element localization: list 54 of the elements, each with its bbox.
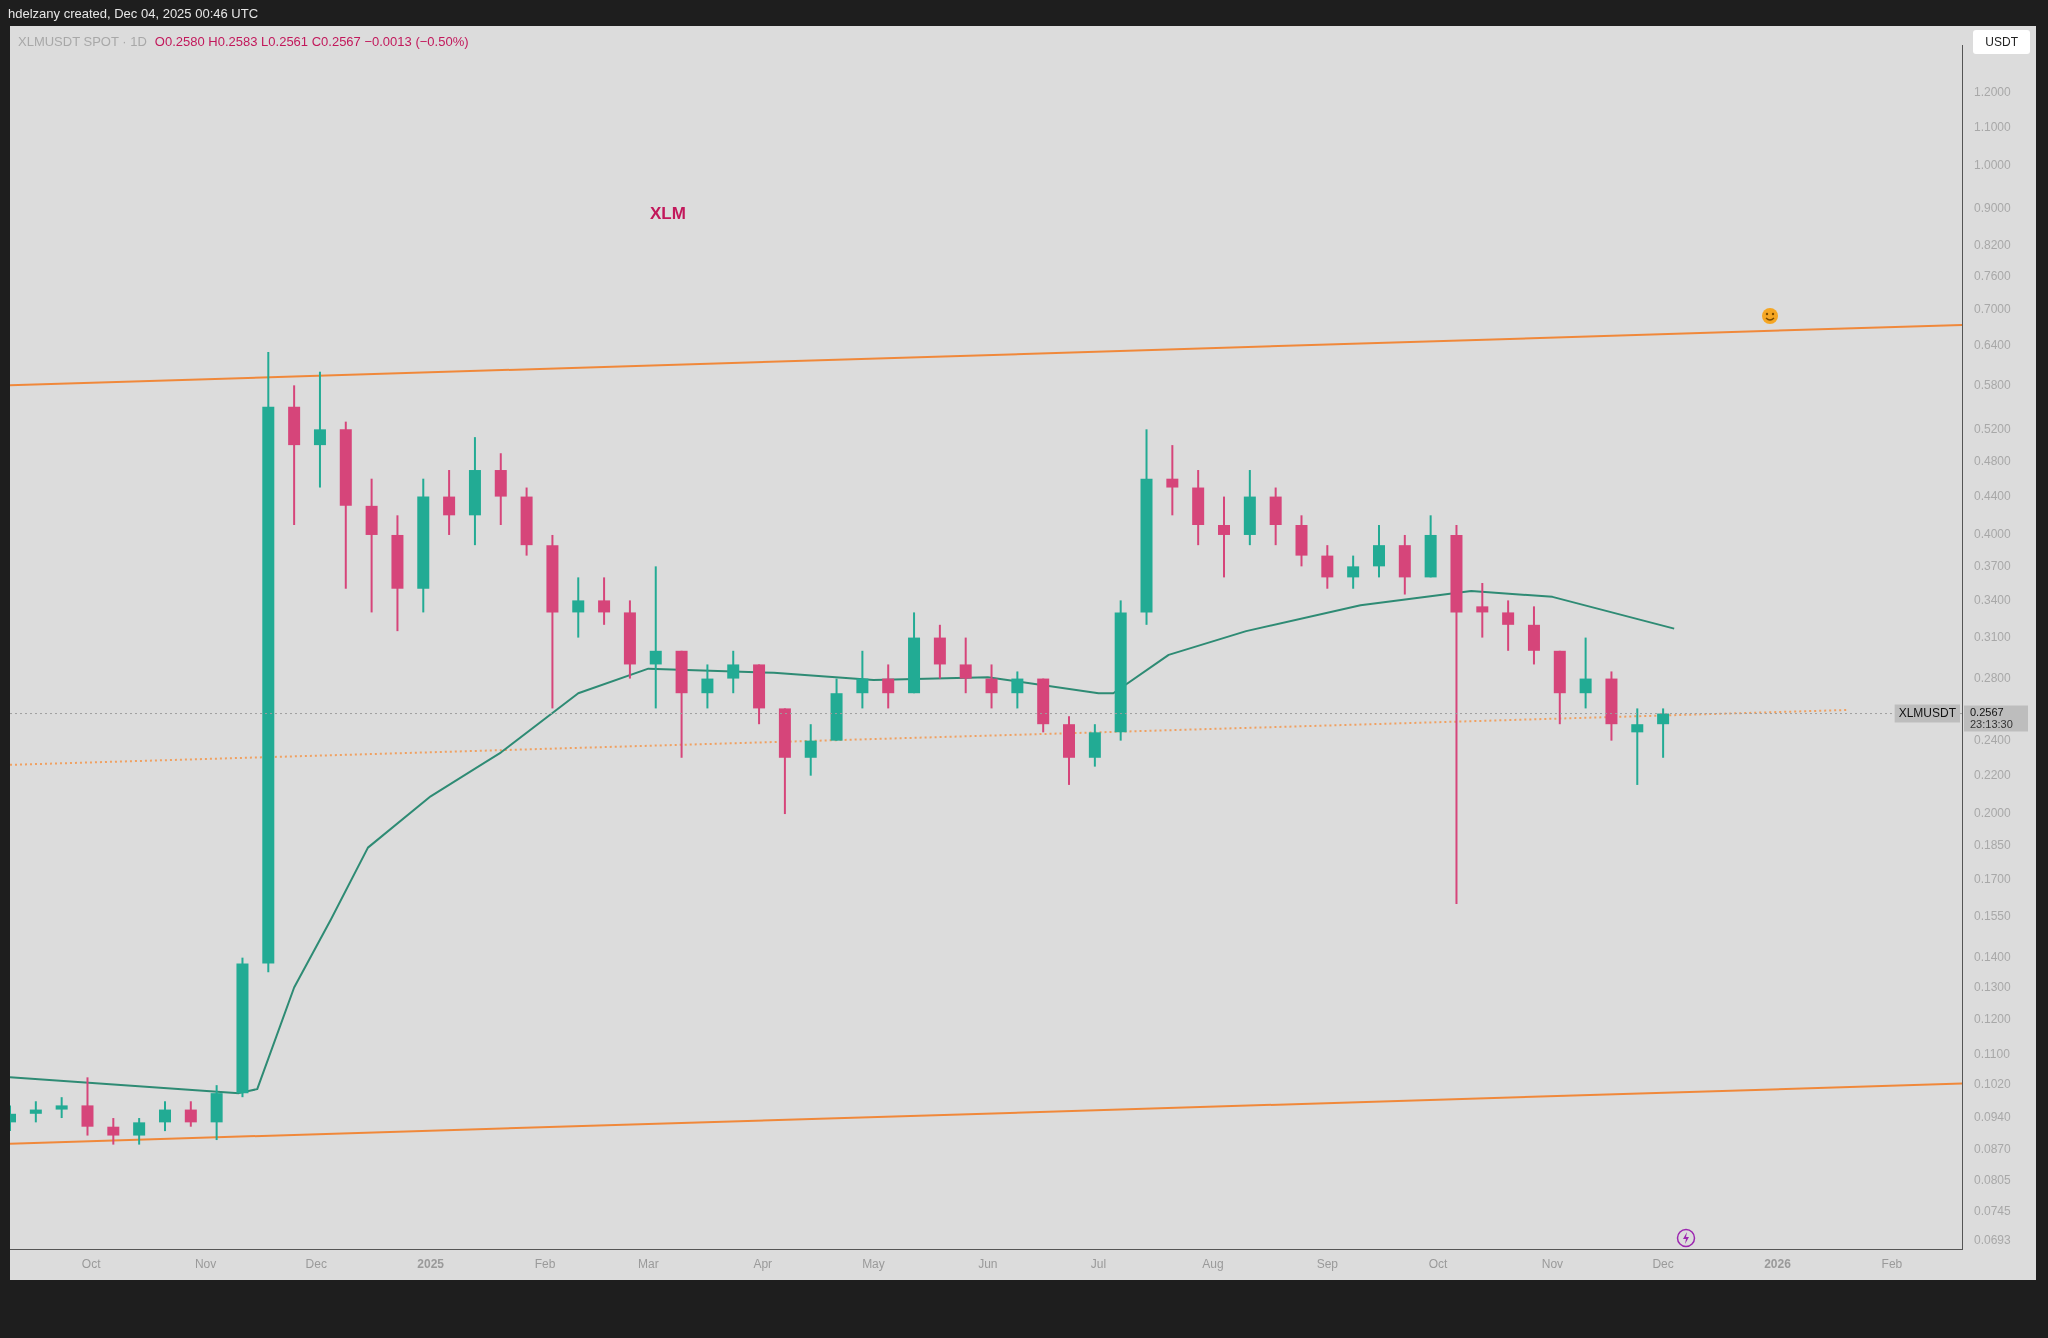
- candlestick: [985, 663, 998, 710]
- x-tick-label: Nov: [1541, 1257, 1564, 1272]
- chart-subtitle: O0.2580 H0.2583 L0.2561 C0.2567 −0.0013 (−0.50%): [154, 34, 469, 49]
- ref-line-label: XLMUSDT: [1898, 705, 1957, 720]
- candlestick: [959, 636, 972, 695]
- candlestick: [1502, 599, 1515, 652]
- x-tick-label: Mar: [638, 1257, 659, 1272]
- candlestick: [1347, 554, 1360, 590]
- x-tick-label: Feb: [534, 1257, 556, 1272]
- x-tick-label: Dec: [305, 1257, 327, 1272]
- candlestick: [1166, 444, 1179, 517]
- annotation: XLM: [650, 204, 686, 224]
- x-tick-label: Jun: [978, 1257, 998, 1272]
- x-tick-label: May: [862, 1257, 885, 1272]
- candlestick: [133, 1117, 146, 1146]
- candlestick: [804, 723, 817, 777]
- candlestick: [701, 663, 714, 710]
- candlestick: [107, 1117, 120, 1146]
- candlestick: [727, 649, 740, 695]
- candlestick: [1321, 544, 1334, 590]
- x-tick-label: Oct: [1428, 1257, 1449, 1272]
- candlestick: [443, 469, 456, 536]
- x-tick-label: Jul: [1090, 1257, 1107, 1272]
- text: hdelzany created, Dec 04, 2025 00:46 UTC: [8, 6, 259, 21]
- x-tick-label: Sep: [1316, 1257, 1339, 1272]
- candlestick: [1218, 495, 1230, 579]
- x-tick-label: 2026: [1764, 1257, 1792, 1272]
- x-tick-label: Feb: [1881, 1257, 1903, 1272]
- candlestick: [81, 1076, 94, 1137]
- x-tick-label: Nov: [194, 1257, 217, 1272]
- candlestick: [572, 576, 585, 639]
- candlestick: [1011, 670, 1024, 710]
- y-axis-title: USDT: [1973, 30, 2030, 54]
- candlestick: [55, 1096, 68, 1120]
- text: 0.2567: [1970, 705, 2004, 718]
- candlestick: [649, 565, 662, 710]
- candlestick: [1631, 707, 1644, 786]
- x-tick-label: Oct: [81, 1257, 102, 1272]
- candlestick: [1476, 582, 1489, 639]
- candlestick: [158, 1100, 171, 1133]
- candlestick: [313, 370, 326, 489]
- x-tick-label: Dec: [1652, 1257, 1674, 1272]
- candlestick: [882, 663, 895, 710]
- text: 23:13:30: [1970, 717, 2013, 730]
- x-tick-label: Aug: [1202, 1257, 1224, 1272]
- candlestick: [1657, 707, 1670, 759]
- candlestick: [1579, 636, 1592, 710]
- candlestick: [856, 649, 869, 710]
- x-tick-label: Apr: [753, 1257, 773, 1272]
- candlestick: [29, 1100, 42, 1124]
- x-tick-label: 2025: [417, 1257, 445, 1272]
- candlestick: [184, 1100, 197, 1128]
- candlestick: [1372, 524, 1385, 579]
- candlestick: [598, 576, 611, 626]
